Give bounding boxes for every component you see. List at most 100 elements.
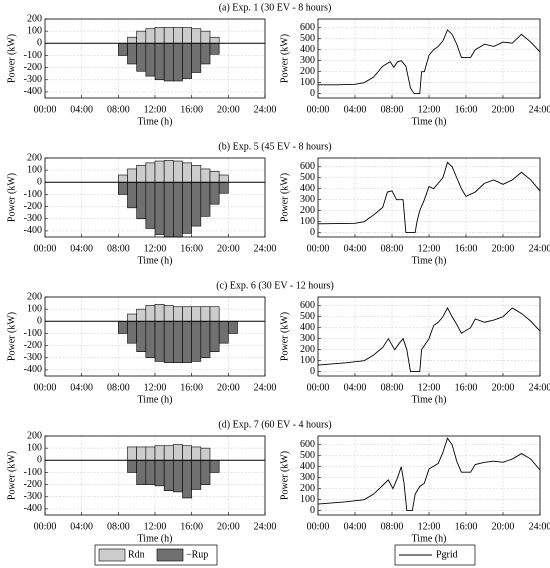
y-axis-label: Power (kW) xyxy=(279,451,290,500)
x-tick-label: 16:00 xyxy=(455,382,478,393)
bar xyxy=(173,160,183,183)
x-tick-label: 24:00 xyxy=(529,243,550,254)
x-tick-label: 20:00 xyxy=(492,243,515,254)
bar xyxy=(191,164,202,183)
plot-frame xyxy=(44,435,266,516)
y-tick-label: 100 xyxy=(300,77,315,88)
bar xyxy=(154,43,165,81)
bar xyxy=(173,306,183,322)
y-tick-label: 200 xyxy=(300,344,315,355)
y-tick-label: 200 xyxy=(27,152,42,163)
x-tick-label: 08:00 xyxy=(107,521,130,532)
bar xyxy=(191,28,202,44)
x-axis-label: Time (h) xyxy=(412,394,447,405)
bar xyxy=(136,446,147,461)
x-tick-label: 24:00 xyxy=(254,521,277,532)
bar xyxy=(191,321,202,362)
bar xyxy=(127,460,137,473)
x-tick-label: 08:00 xyxy=(107,382,130,393)
y-tick-label: 100 xyxy=(27,164,42,175)
x-axis-label: Time (h) xyxy=(412,533,447,544)
bar xyxy=(127,43,137,65)
bar xyxy=(200,447,211,461)
bar xyxy=(127,446,137,461)
x-tick-label: 12:00 xyxy=(144,521,167,532)
bar xyxy=(173,321,183,363)
bar xyxy=(182,306,192,322)
x-tick-label: 12:00 xyxy=(418,521,441,532)
y-tick-label: -400 xyxy=(24,503,42,514)
bar xyxy=(182,445,192,461)
bar xyxy=(127,36,137,44)
x-tick-label: 20:00 xyxy=(217,382,240,393)
x-tick-label: 04:00 xyxy=(70,104,93,115)
bar xyxy=(209,182,220,205)
y-tick-label: 100 xyxy=(27,25,42,36)
bar xyxy=(209,171,220,183)
x-tick-label: 04:00 xyxy=(344,104,367,115)
bar xyxy=(173,460,183,493)
x-tick-label: 08:00 xyxy=(107,104,130,115)
y-tick-label: 200 xyxy=(300,483,315,494)
y-tick-label: 300 xyxy=(300,194,315,205)
bar xyxy=(127,321,137,344)
bar xyxy=(173,27,183,44)
bar xyxy=(191,43,202,73)
row-title: (a) Exp. 1 (30 EV - 8 hours) xyxy=(219,2,332,13)
plot-frame xyxy=(44,296,266,377)
bar xyxy=(163,305,174,322)
x-axis-label: Time (h) xyxy=(138,394,173,405)
x-tick-label: 12:00 xyxy=(418,243,441,254)
x-tick-label: 12:00 xyxy=(144,243,167,254)
bar xyxy=(145,305,156,322)
bar xyxy=(154,303,165,322)
x-tick-label: 24:00 xyxy=(254,243,277,254)
x-tick-label: 20:00 xyxy=(492,521,515,532)
x-tick-label: 16:00 xyxy=(455,104,478,115)
bar xyxy=(182,162,192,183)
y-tick-label: 0 xyxy=(37,455,42,466)
x-tick-label: 04:00 xyxy=(70,243,93,254)
x-tick-label: 20:00 xyxy=(492,382,515,393)
x-axis-label: Time (h) xyxy=(138,533,173,544)
x-tick-label: 04:00 xyxy=(70,382,93,393)
x-tick-label: 08:00 xyxy=(381,243,404,254)
y-tick-label: -300 xyxy=(24,491,42,502)
bar xyxy=(182,43,192,79)
y-axis-label: Power (kW) xyxy=(6,451,17,500)
bar xyxy=(209,43,220,55)
y-tick-label: 0 xyxy=(310,505,315,516)
y-tick-label: 300 xyxy=(300,55,315,66)
bar xyxy=(163,445,174,461)
y-tick-label: 600 xyxy=(300,161,315,172)
x-axis-label: Time (h) xyxy=(138,255,173,266)
y-tick-label: -200 xyxy=(24,62,42,73)
x-axis-label: Time (h) xyxy=(412,116,447,127)
x-tick-label: 00:00 xyxy=(307,521,330,532)
y-tick-label: 200 xyxy=(27,291,42,302)
y-tick-label: 200 xyxy=(300,66,315,77)
bar xyxy=(136,30,147,44)
bar xyxy=(182,182,192,234)
y-tick-label: 300 xyxy=(300,333,315,344)
bar xyxy=(154,182,165,235)
bar xyxy=(136,164,147,183)
bar xyxy=(163,460,174,491)
x-tick-label: 08:00 xyxy=(381,382,404,393)
y-tick-label: 100 xyxy=(300,216,315,227)
y-tick-label: -100 xyxy=(24,189,42,200)
plot-frame xyxy=(317,435,541,516)
y-axis-label: Power (kW) xyxy=(6,34,17,83)
y-tick-label: 200 xyxy=(27,13,42,24)
bar xyxy=(163,321,174,363)
legend-swatch xyxy=(156,548,184,562)
x-tick-label: 16:00 xyxy=(455,243,478,254)
x-tick-label: 16:00 xyxy=(180,104,203,115)
legend-label: Rdn xyxy=(128,549,145,560)
y-tick-label: -400 xyxy=(24,364,42,375)
x-tick-label: 00:00 xyxy=(307,382,330,393)
bar xyxy=(228,321,238,334)
bar xyxy=(191,446,202,461)
y-tick-label: -200 xyxy=(24,201,42,212)
